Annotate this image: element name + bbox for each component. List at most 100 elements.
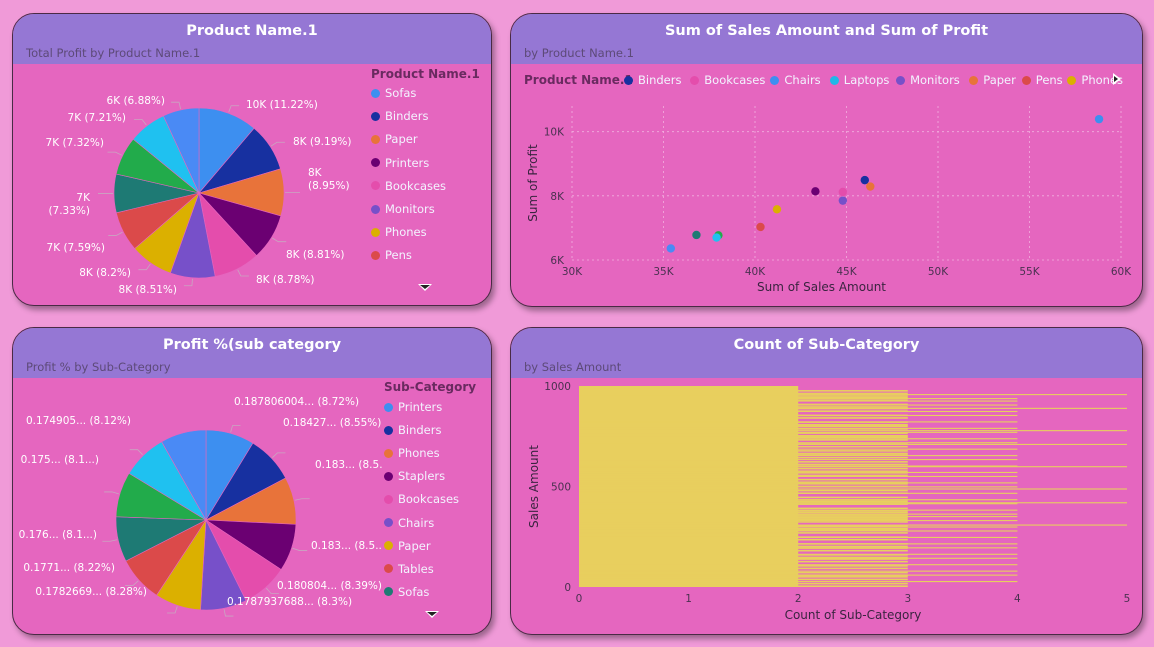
bar[interactable] (579, 390, 908, 392)
bar[interactable] (579, 570, 1018, 572)
bar[interactable] (579, 567, 908, 570)
legend-item[interactable]: Pens (1021, 73, 1063, 87)
legend-item[interactable]: Phones (371, 225, 427, 239)
bar[interactable] (579, 582, 908, 585)
bar[interactable] (579, 428, 908, 430)
bar[interactable] (579, 455, 1018, 457)
bar[interactable] (579, 530, 1018, 532)
bar[interactable] (579, 445, 908, 448)
legend-item[interactable]: Staplers (384, 469, 445, 483)
bar[interactable] (579, 543, 1018, 545)
bar[interactable] (579, 557, 1018, 559)
legend-item[interactable]: Binders (384, 423, 441, 437)
bar[interactable] (579, 585, 908, 587)
bar[interactable] (579, 483, 908, 485)
bar[interactable] (579, 538, 908, 541)
bar[interactable] (579, 403, 908, 406)
bar[interactable] (579, 443, 1127, 445)
legend-item[interactable]: Sofas (371, 86, 416, 100)
bar[interactable] (579, 560, 908, 563)
scatter-point[interactable] (772, 205, 782, 214)
pie-slice[interactable] (162, 107, 200, 194)
bar[interactable] (579, 553, 1018, 555)
bar[interactable] (579, 438, 1018, 440)
bar[interactable] (579, 461, 908, 463)
chevron-down-icon[interactable] (418, 284, 432, 291)
bar[interactable] (579, 434, 908, 437)
bar[interactable] (579, 467, 908, 470)
scatter-point[interactable] (860, 175, 869, 185)
bar[interactable] (579, 417, 908, 419)
chevron-down-icon[interactable] (425, 611, 439, 618)
bar[interactable] (579, 516, 1018, 518)
legend-item[interactable]: Monitors (896, 73, 960, 87)
bar[interactable] (579, 521, 908, 523)
scatter-point[interactable] (1094, 114, 1104, 124)
bar[interactable] (579, 450, 908, 452)
bar[interactable] (579, 482, 1018, 484)
bar[interactable] (579, 448, 1018, 450)
bar[interactable] (579, 558, 908, 560)
bar[interactable] (579, 536, 1018, 538)
legend-item[interactable]: Phones (384, 446, 440, 460)
legend-item[interactable]: Phones (1067, 73, 1123, 87)
bar[interactable] (579, 489, 908, 492)
scatter-chart[interactable]: 30K 35K 40K 45K 50K 55K 60K 6K 8K 10K Sum of Sales… (511, 14, 1142, 306)
bar[interactable] (579, 496, 908, 499)
legend-item[interactable]: Bookcases (371, 179, 446, 193)
bar[interactable] (579, 456, 908, 459)
bar[interactable] (579, 400, 1018, 402)
bar[interactable] (579, 507, 908, 510)
bar[interactable] (579, 398, 1018, 400)
legend-item[interactable]: Tables (384, 562, 434, 576)
bar[interactable] (579, 395, 908, 397)
pie-chart-subcategory[interactable]: 0.187806004... (8.72%) 0.18427... (8.55%)… (13, 378, 383, 634)
bar[interactable] (579, 500, 908, 503)
legend-item[interactable]: Paper (384, 539, 431, 553)
legend-item[interactable]: Sofas (384, 585, 429, 599)
bar[interactable] (579, 410, 1018, 413)
bar[interactable] (579, 529, 908, 532)
bar[interactable] (579, 431, 1018, 433)
bar[interactable] (579, 425, 908, 428)
scatter-point[interactable] (811, 187, 820, 196)
bar[interactable] (579, 481, 908, 484)
legend-item[interactable]: Laptops (829, 73, 889, 87)
bar[interactable] (579, 492, 1018, 494)
scatter-point[interactable] (712, 233, 721, 242)
bar[interactable] (579, 564, 1018, 566)
bar[interactable] (579, 439, 908, 441)
bar[interactable] (579, 392, 908, 395)
bar[interactable] (579, 406, 908, 408)
bar[interactable] (579, 565, 908, 567)
scatter-point[interactable] (866, 182, 875, 191)
pie-slice[interactable] (161, 429, 207, 522)
bar[interactable] (579, 510, 908, 512)
legend-item[interactable]: Binders (624, 73, 681, 87)
bar[interactable] (579, 509, 1018, 511)
pie-chart-product[interactable]: 10K (11.22%) 8K (9.19%) 8K(8.95%) 8K (8.81%… (13, 64, 363, 305)
bar[interactable] (579, 549, 908, 552)
bar[interactable] (579, 486, 1018, 488)
legend-item[interactable]: Pens (371, 248, 412, 262)
bar[interactable] (579, 470, 908, 473)
bar[interactable] (579, 432, 908, 434)
bar[interactable] (579, 518, 908, 521)
bar[interactable] (579, 576, 908, 578)
scatter-point[interactable] (666, 244, 676, 253)
bar[interactable] (579, 524, 1127, 526)
bar[interactable] (579, 407, 1127, 409)
bar[interactable] (579, 511, 908, 514)
bar[interactable] (579, 527, 908, 530)
bar[interactable] (579, 430, 1127, 432)
scatter-point[interactable] (756, 222, 765, 232)
legend-item[interactable]: Paper (371, 132, 418, 146)
legend-item[interactable]: Bookcases (690, 73, 765, 87)
bar[interactable] (579, 475, 1018, 477)
bar[interactable] (579, 436, 908, 439)
legend-item[interactable]: Paper (969, 73, 1016, 87)
bar[interactable] (579, 526, 1018, 528)
play-icon[interactable] (1113, 73, 1121, 85)
bar[interactable] (579, 578, 908, 581)
bar[interactable] (579, 503, 1018, 505)
